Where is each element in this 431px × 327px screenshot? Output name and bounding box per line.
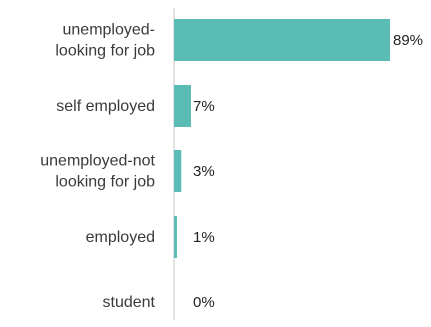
- category-label-2: unemployed-not looking for job: [40, 153, 155, 191]
- category-label-1-line-0: self employed: [56, 98, 155, 115]
- category-label-4-line-0: student: [103, 294, 156, 311]
- value-label-3: 1%: [193, 229, 215, 246]
- category-label-0-line-1: looking for job: [55, 43, 155, 60]
- category-label-2-line-0: unemployed-not: [40, 153, 155, 170]
- category-labels-layer: unemployed-looking for job self employed u…: [40, 22, 155, 312]
- category-label-0: unemployed-looking for job: [55, 22, 155, 60]
- value-label-0: 89%: [393, 32, 423, 49]
- category-label-4: student: [103, 294, 156, 311]
- category-label-1: self employed: [56, 98, 155, 115]
- bar-1: [174, 85, 191, 127]
- bars-layer: [174, 19, 390, 258]
- value-label-1: 7%: [193, 98, 215, 115]
- category-label-3-line-0: employed: [86, 229, 155, 246]
- value-label-2: 3%: [193, 163, 215, 180]
- bar-2: [174, 150, 182, 192]
- category-label-3: employed: [86, 229, 155, 246]
- category-label-0-line-0: unemployed-: [63, 22, 156, 39]
- value-labels-layer: 89% 7% 3% 1% 0%: [193, 32, 423, 311]
- category-label-2-line-1: looking for job: [55, 174, 155, 191]
- bar-3: [174, 216, 177, 258]
- bar-0: [174, 19, 390, 61]
- value-label-4: 0%: [193, 294, 215, 311]
